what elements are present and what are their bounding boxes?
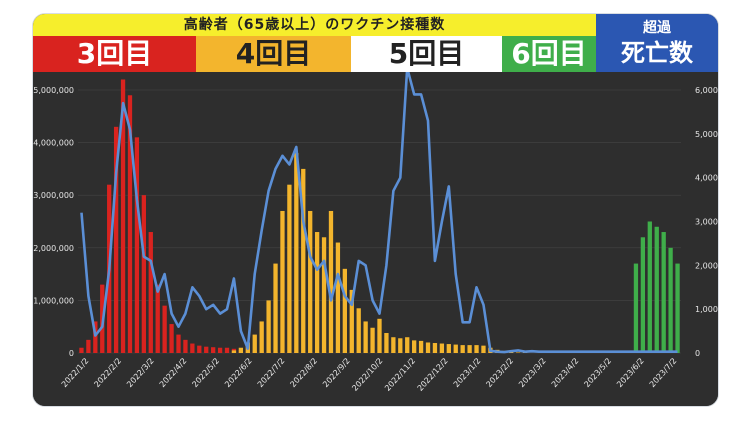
- bar-dose4: [356, 308, 361, 353]
- bar-dose4: [474, 345, 479, 353]
- bar-dose6: [633, 263, 639, 353]
- bar-dose4: [308, 210, 313, 353]
- bar-dose4: [349, 289, 354, 353]
- bar-dose3: [162, 305, 167, 353]
- bar-dose4: [294, 153, 299, 353]
- bar-dose4: [231, 350, 237, 353]
- bar-dose4: [335, 242, 341, 353]
- bar-dose3: [113, 126, 119, 353]
- right-tick-label: 4,000: [695, 174, 718, 183]
- chart-title: 高齢者（65歳以上）のワクチン接種数: [33, 14, 596, 36]
- bar-dose3: [127, 95, 133, 353]
- left-tick-label: 3,000,000: [33, 191, 74, 200]
- bar-dose4: [259, 321, 264, 353]
- bar-dose4: [266, 300, 271, 353]
- legend-dose6: 6回目: [502, 36, 596, 72]
- bar-dose3: [176, 334, 181, 353]
- bar-dose4: [363, 321, 368, 353]
- bar-dose4: [321, 237, 327, 353]
- bar-dose4: [391, 337, 396, 353]
- bar-dose6: [675, 263, 680, 353]
- legend-dose3: 3回目: [33, 36, 196, 72]
- legend-excess-line2: 死亡数: [621, 39, 693, 67]
- legend-excess-line1: 超過: [643, 20, 671, 36]
- right-tick-label: 1,000: [695, 305, 718, 314]
- bar-dose4: [439, 343, 445, 353]
- right-tick-label: 2,000: [695, 261, 718, 270]
- bar-dose3: [141, 195, 146, 353]
- left-tick-label: 2,000,000: [33, 244, 74, 253]
- bar-dose4: [405, 337, 410, 353]
- bar-dose4: [384, 333, 389, 353]
- bar-dose4: [446, 344, 451, 353]
- bar-dose4: [481, 345, 486, 353]
- bar-dose4: [377, 318, 382, 353]
- bar-dose4: [342, 268, 347, 353]
- bar-dose6: [640, 237, 646, 353]
- bar-dose3: [204, 346, 209, 353]
- right-tick-label: 3,000: [695, 218, 718, 227]
- right-tick-label: 0: [695, 349, 700, 358]
- bar-dose3: [93, 321, 98, 353]
- bar-dose4: [280, 210, 285, 353]
- legend-dose4: 4回目: [196, 36, 351, 72]
- bar-dose4: [467, 345, 472, 353]
- line-excess-deaths: [80, 66, 678, 354]
- bar-dose3: [79, 347, 84, 353]
- bar-dose4: [515, 352, 521, 353]
- bar-dose3: [148, 232, 153, 353]
- bar-dose4: [314, 232, 320, 353]
- left-tick-label: 4,000,000: [33, 139, 74, 148]
- bar-dose3: [217, 347, 223, 353]
- bar-dose4: [425, 342, 431, 353]
- bar-dose3: [86, 339, 91, 353]
- bar-dose3: [190, 343, 195, 353]
- bar-dose4: [412, 340, 417, 353]
- bar-dose4: [328, 210, 334, 353]
- chart-plot: 0 1,000,000 2,000,000 3,000,000 4,000,000 5,0…: [33, 66, 718, 406]
- bar-dose4: [432, 343, 438, 353]
- bar-dose3: [134, 137, 140, 353]
- bar-dose3: [197, 345, 202, 353]
- bar-dose4: [238, 347, 244, 353]
- bar-dose3: [183, 339, 188, 353]
- bar-dose4: [252, 334, 257, 353]
- left-tick-label: 5,000,000: [33, 86, 74, 95]
- bar-dose4: [460, 345, 465, 353]
- bar-dose3: [224, 347, 230, 353]
- left-tick-label: 0: [69, 349, 74, 358]
- legend-dose5: 5回目: [351, 36, 502, 72]
- bar-dose4: [398, 338, 403, 353]
- bar-dose4: [453, 344, 458, 353]
- bar-dose3: [120, 79, 126, 353]
- bar-dose6: [654, 226, 659, 353]
- legend-excess-deaths: 超過 死亡数: [596, 14, 718, 72]
- bar-dose3: [169, 324, 174, 353]
- left-tick-label: 1,000,000: [33, 296, 74, 305]
- bar-dose3: [155, 284, 160, 353]
- right-tick-label: 5,000: [695, 130, 718, 139]
- bar-dose4: [287, 184, 292, 353]
- bar-dose3: [211, 347, 216, 353]
- bar-dose4: [418, 340, 424, 353]
- right-tick-label: 6,000: [695, 86, 718, 95]
- bar-dose6: [668, 247, 673, 353]
- bar-dose4: [301, 168, 306, 353]
- chart-card: 0 1,000,000 2,000,000 3,000,000 4,000,000 5,0…: [33, 14, 718, 406]
- bar-dose4: [370, 327, 375, 353]
- bar-dose4: [273, 263, 278, 353]
- bar-dose6: [647, 221, 652, 353]
- bar-dose6: [661, 232, 666, 353]
